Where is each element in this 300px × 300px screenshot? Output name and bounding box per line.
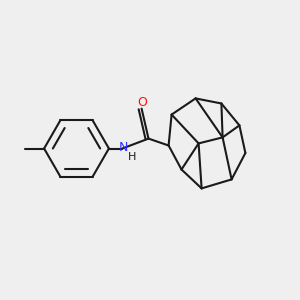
Text: O: O xyxy=(137,95,147,109)
Text: N: N xyxy=(119,141,129,154)
Text: H: H xyxy=(128,152,136,162)
